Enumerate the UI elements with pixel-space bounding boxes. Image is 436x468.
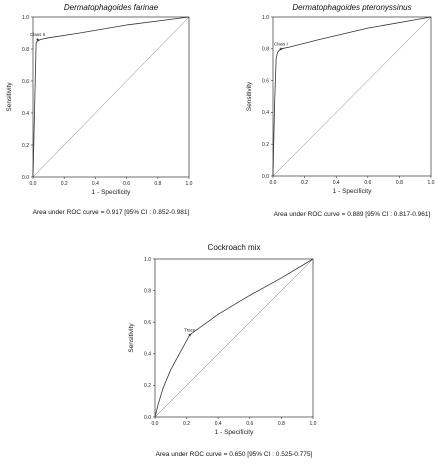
auc-caption: Area under ROC curve = 0.650 [95% CI : 0… — [156, 451, 313, 458]
auc-caption: Area under ROC curve = 0.889 [95% CI : 0… — [274, 211, 431, 218]
y-tick-label: 0.2 — [22, 143, 29, 149]
cutoff-star-marker: ★ — [188, 333, 193, 338]
y-tick-label: 0.2 — [144, 383, 151, 389]
reference-diagonal-line — [32, 16, 190, 178]
y-tick-label: 0.0 — [262, 174, 269, 180]
roc-chart-2: Dermatophagoides pteronyssinus 0.0 0.2 0.4 0… — [246, 3, 435, 218]
x-tick-label: 1.0 — [310, 421, 317, 427]
cutoff-star-marker: ★ — [36, 37, 41, 42]
x-tick-label: 0.8 — [396, 180, 403, 186]
x-tick-label: 1.0 — [186, 181, 193, 187]
x-tick-label: 0.4 — [333, 180, 340, 186]
x-tick-label: 0.4 — [215, 421, 222, 427]
roc-chart-3: Cockroach mix 0.0 0.2 0.4 0.6 0.8 1.0 0.0 0.2 0.4… — [128, 243, 317, 458]
y-tick-label: 0.6 — [144, 320, 151, 326]
roc-curve-line — [154, 258, 314, 418]
chart-title: Cockroach mix — [208, 243, 261, 252]
reference-diagonal-line — [272, 16, 432, 177]
y-tick-label: 0.4 — [144, 352, 151, 358]
y-axis-label: Sensitivity — [6, 82, 13, 112]
auc-caption: Area under ROC curve = 0.917 [95% CI : 0… — [33, 209, 190, 216]
y-tick-label: 1.0 — [262, 15, 269, 21]
y-tick-label: 0.6 — [22, 79, 29, 85]
x-tick-label: 0.0 — [30, 181, 37, 187]
y-axis-label: Sensitivity — [246, 81, 253, 111]
x-tick-label: 0.2 — [61, 181, 68, 187]
cutoff-annotation-label: Class II — [30, 32, 45, 37]
x-tick-label: 0.0 — [152, 421, 159, 427]
x-tick-label: 1.0 — [428, 180, 435, 186]
y-tick-label: 0.0 — [144, 415, 151, 421]
y-tick-label: 0.8 — [22, 47, 29, 53]
y-tick-label: 0.4 — [22, 111, 29, 117]
reference-diagonal-line — [154, 258, 314, 418]
x-tick-label: 0.2 — [301, 180, 308, 186]
plot-frame — [32, 16, 190, 178]
x-tick-label: 0.6 — [123, 181, 130, 187]
y-tick-label: 0.0 — [22, 175, 29, 181]
x-tick-label: 0.6 — [364, 180, 371, 186]
y-tick-label: 0.8 — [262, 47, 269, 53]
x-tick-label: 0.8 — [278, 421, 285, 427]
plot-frame — [272, 16, 432, 177]
x-axis-label: 1 - Specificity — [215, 429, 254, 436]
y-axis-label: Sensitivity — [128, 323, 135, 353]
x-tick-label: 0.8 — [154, 181, 161, 187]
cutoff-annotation-label: Class I — [274, 41, 288, 46]
y-tick-label: 0.2 — [262, 142, 269, 148]
y-tick-label: 1.0 — [22, 15, 29, 21]
y-tick-label: 1.0 — [144, 257, 151, 263]
cutoff-annotation-label: Trace — [184, 327, 196, 332]
roc-curve-line — [32, 16, 190, 178]
y-tick-label: 0.6 — [262, 78, 269, 84]
chart-title: Dermatophagoides pteronyssinus — [292, 3, 411, 12]
plot-frame — [154, 258, 314, 418]
y-tick-label: 0.4 — [262, 110, 269, 116]
x-axis-label: 1 - Specificity — [92, 189, 131, 196]
roc-chart-1: Dermatophagoides farinae 0.0 0.2 0.4 0.6 0.8 1… — [6, 3, 193, 216]
cutoff-star-marker: ★ — [279, 47, 284, 52]
chart-title: Dermatophagoides farinae — [64, 3, 159, 12]
x-tick-label: 0.2 — [183, 421, 190, 427]
y-tick-label: 0.8 — [144, 288, 151, 294]
roc-curve-line — [272, 16, 432, 177]
x-axis-label: 1 - Specificity — [333, 188, 372, 195]
x-tick-label: 0.0 — [270, 180, 277, 186]
x-tick-label: 0.4 — [92, 181, 99, 187]
x-tick-label: 0.6 — [246, 421, 253, 427]
